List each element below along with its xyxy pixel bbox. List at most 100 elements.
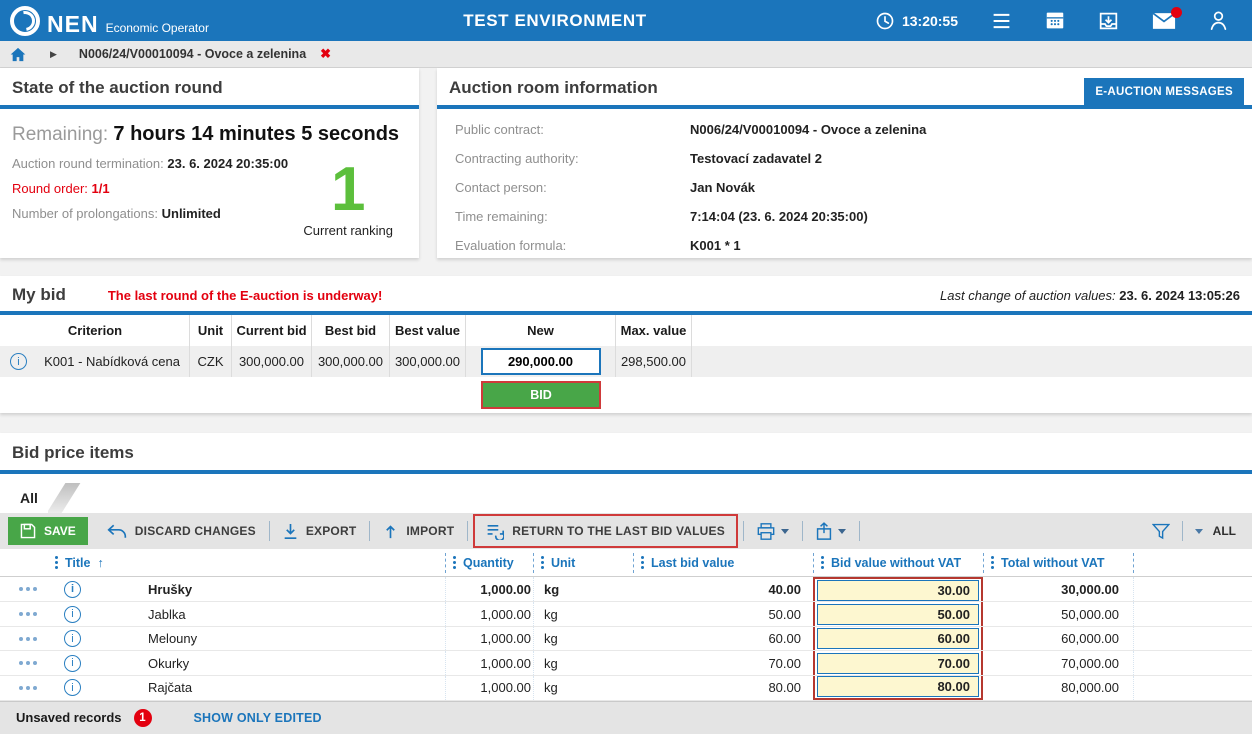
- row-info-icon[interactable]: [64, 679, 81, 697]
- mail-icon[interactable]: [1152, 6, 1182, 30]
- criterion-info-icon[interactable]: [10, 353, 27, 370]
- column-handle-icon[interactable]: [641, 556, 644, 569]
- section-divider: [0, 311, 1252, 315]
- section-divider: [0, 470, 1252, 474]
- remaining-time: Remaining: 7 hours 14 minutes 5 seconds: [12, 123, 400, 145]
- breadcrumb-item[interactable]: N006/24/V00010094 - Ovoce a zelenina: [78, 47, 307, 61]
- auction-room-panel: E-AUCTION MESSAGES Auction room informat…: [437, 68, 1252, 258]
- breadcrumb-arrow-icon: ▶: [50, 48, 57, 59]
- bid-value-input[interactable]: [817, 579, 979, 601]
- column-header-title[interactable]: Title: [48, 553, 445, 573]
- inbox-icon[interactable]: [1098, 11, 1119, 31]
- best-bid-value: 300,000.00: [312, 346, 390, 377]
- unsaved-records-label: Unsaved records: [16, 710, 122, 726]
- item-total-without-vat: 60,000.00: [1061, 631, 1119, 647]
- unsaved-count-badge: 1: [133, 708, 152, 727]
- import-icon: [383, 523, 398, 540]
- save-button[interactable]: SAVE: [8, 517, 88, 546]
- nen-logo[interactable]: NEN Economic Operator: [10, 5, 209, 36]
- return-to-last-bid-values-button[interactable]: RETURN TO THE LAST BID VALUES: [475, 516, 736, 546]
- column-header-unit[interactable]: Unit: [533, 552, 633, 573]
- column-header-quantity[interactable]: Quantity: [445, 552, 533, 573]
- bid-value-input[interactable]: [817, 676, 979, 698]
- tab-all[interactable]: All: [8, 482, 48, 513]
- item-unit: kg: [533, 651, 633, 675]
- row-menu-icon[interactable]: [19, 587, 37, 592]
- column-header-last-bid-value[interactable]: Last bid value: [633, 552, 813, 573]
- return-last-values-highlight: RETURN TO THE LAST BID VALUES: [473, 514, 738, 549]
- item-unit: kg: [533, 626, 633, 651]
- show-only-edited-link[interactable]: SHOW ONLY EDITED: [193, 710, 322, 725]
- last-change-info: Last change of auction values: 23. 6. 20…: [940, 288, 1240, 303]
- column-header-total-without-vat[interactable]: Total without VAT: [983, 552, 1133, 573]
- sort-ascending-icon: [97, 556, 103, 570]
- table-row: Rajčata 1,000.00 kg 80.00 80,000.00: [0, 675, 1252, 701]
- user-icon[interactable]: [1209, 10, 1228, 31]
- share-icon: [816, 522, 832, 540]
- current-ranking: 1 Current ranking: [303, 159, 393, 238]
- row-info-icon[interactable]: [64, 605, 81, 623]
- column-header-max-value: Max. value: [616, 315, 692, 346]
- room-info-row: Time remaining: 7:14:04 (23. 6. 2024 20:…: [455, 209, 868, 224]
- nen-logo-icon: [10, 5, 40, 36]
- column-handle-icon[interactable]: [453, 556, 456, 569]
- row-info-icon[interactable]: [64, 630, 81, 648]
- room-info-row: Public contract: N006/24/V00010094 - Ovo…: [455, 122, 927, 137]
- mail-notification-dot: [1171, 6, 1182, 18]
- item-last-bid-value: 60.00: [768, 631, 801, 647]
- discard-changes-button[interactable]: DISCARD CHANGES: [96, 513, 267, 549]
- row-menu-icon[interactable]: [19, 612, 37, 617]
- print-dropdown[interactable]: [746, 513, 800, 549]
- item-quantity: 1,000.00: [445, 577, 533, 602]
- bid-value-input[interactable]: [817, 652, 979, 674]
- row-menu-icon[interactable]: [19, 685, 37, 690]
- close-tab-icon[interactable]: ✖: [320, 46, 332, 61]
- my-bid-section: My bid The last round of the E-auction i…: [0, 276, 1252, 413]
- bid-value-input[interactable]: [817, 603, 979, 625]
- max-value: 298,500.00: [616, 346, 692, 377]
- column-header-best-value: Best value: [390, 315, 466, 346]
- share-dropdown[interactable]: [805, 513, 857, 549]
- item-last-bid-value: 80.00: [768, 680, 801, 696]
- new-bid-input[interactable]: [480, 348, 601, 375]
- undo-icon: [107, 524, 127, 539]
- environment-title: TEST ENVIRONMENT: [463, 10, 647, 30]
- row-menu-icon[interactable]: [19, 661, 37, 666]
- row-info-icon[interactable]: [64, 580, 81, 598]
- menu-icon[interactable]: [991, 12, 1012, 30]
- chevron-down-icon: [837, 528, 846, 534]
- my-bid-header-row: Criterion Unit Current bid Best bid Best…: [0, 315, 1252, 346]
- import-button[interactable]: IMPORT: [372, 513, 465, 549]
- column-handle-icon[interactable]: [991, 556, 994, 569]
- item-total-without-vat: 30,000.00: [1061, 581, 1119, 597]
- clock-icon: [875, 11, 895, 31]
- export-button[interactable]: EXPORT: [272, 513, 368, 549]
- column-handle-icon[interactable]: [55, 556, 58, 569]
- prolongations: Number of prolongations: Unlimited: [12, 206, 221, 221]
- column-handle-icon[interactable]: [821, 556, 824, 569]
- bid-price-items-title: Bid price items: [12, 443, 134, 462]
- column-header-bid-value-without-vat[interactable]: Bid value without VAT: [813, 552, 983, 573]
- bid-button[interactable]: BID: [481, 381, 601, 409]
- filter-icon[interactable]: [1151, 523, 1170, 540]
- item-total-without-vat: 70,000.00: [1061, 655, 1119, 671]
- my-bid-title: My bid: [12, 285, 66, 304]
- room-info-row: Contact person: Jan Novák: [455, 180, 756, 195]
- home-icon[interactable]: [10, 47, 26, 62]
- chevron-down-icon[interactable]: [1194, 528, 1203, 534]
- bid-value-input[interactable]: [817, 628, 979, 650]
- bid-price-items-section: Bid price items All SAVE DISCARD CHANGES…: [0, 433, 1252, 734]
- server-time: 13:20:55: [875, 11, 958, 31]
- eauction-messages-button[interactable]: E-AUCTION MESSAGES: [1084, 78, 1244, 106]
- room-info-row: Evaluation formula: K001 * 1: [455, 238, 741, 253]
- row-info-icon[interactable]: [64, 654, 81, 672]
- logo-subtitle: Economic Operator: [105, 20, 209, 35]
- row-menu-icon[interactable]: [19, 636, 37, 641]
- column-handle-icon[interactable]: [541, 556, 544, 569]
- filter-all-label[interactable]: ALL: [1212, 524, 1236, 539]
- calendar-icon[interactable]: [1045, 11, 1065, 30]
- item-quantity: 1,000.00: [445, 602, 533, 626]
- breadcrumb: ▶ N006/24/V00010094 - Ovoce a zelenina ✖: [0, 41, 1252, 68]
- chevron-down-icon: [780, 528, 789, 534]
- table-row: Jablka 1,000.00 kg 50.00 50,000.00: [0, 602, 1252, 627]
